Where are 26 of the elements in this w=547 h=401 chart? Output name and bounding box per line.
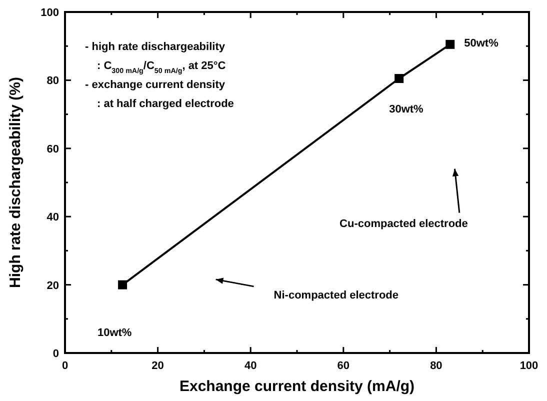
annotation: 30wt% [389,103,424,116]
y-tick-label: 20 [46,280,59,292]
y-tick-label: 60 [46,143,59,156]
y-tick-label: 0 [52,348,59,360]
y-tick-label: 80 [46,75,59,88]
x-tick-label: 0 [62,360,68,372]
annotation: 50wt% [464,37,499,50]
x-tick-label: 80 [430,360,442,372]
annotation: : at half charged electrode [97,98,234,110]
annotation: Ni-compacted electrode [274,289,399,302]
x-tick-label: 100 [520,360,538,372]
annotation: : C$_{300 mA/g}$/C$_{50 mA/g}$, at 25°C [97,60,226,75]
point [118,280,128,290]
x-tick-label: 40 [244,360,257,372]
point [394,74,404,83]
annotation: Cu-compacted electrode [340,218,468,230]
annotation: 10wt% [97,326,132,339]
annotation: - exchange current density [85,79,226,91]
x-tick-label: 20 [152,360,164,372]
point [446,40,455,49]
x-axis-title: Exchange current density (mA/g) [179,378,415,395]
y-tick-label: 100 [40,7,59,19]
annotation: - high rate dischargeability [85,41,226,53]
y-axis-title: High rate dischargeability (%) [7,77,24,288]
x-tick-label: 60 [337,360,350,372]
y-tick-label: 40 [46,212,59,224]
